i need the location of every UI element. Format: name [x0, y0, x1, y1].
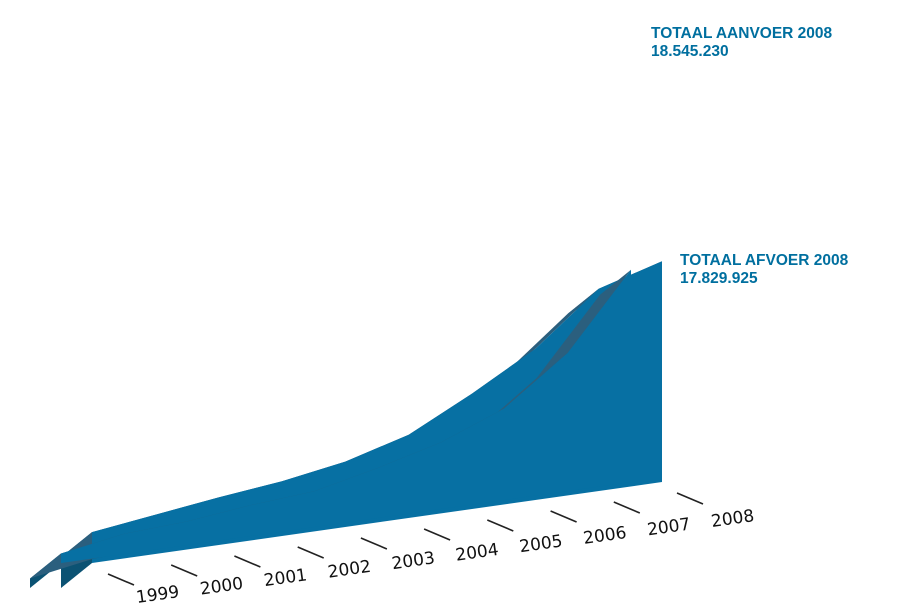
x-tick-mark-2007 [613, 501, 641, 514]
afvoer-annotation-label: TOTAAL AFVOER 2008 [680, 252, 849, 269]
x-tick-mark-1999 [107, 573, 135, 586]
aanvoer-annotation-label: TOTAAL AANVOER 2008 [651, 25, 833, 42]
x-tick-mark-2003 [360, 537, 388, 550]
x-tick-mark-2002 [297, 546, 325, 559]
series-afvoer [30, 269, 631, 588]
x-tick-label-2006: 2006 [582, 523, 628, 549]
front-face-afvoer [61, 269, 631, 563]
x-tick-mark-2001 [234, 555, 261, 568]
x-tick-label-2000: 2000 [199, 574, 245, 600]
afvoer-annotation: TOTAAL AFVOER 2008 17.829.925 [680, 252, 848, 288]
x-tick-label-2003: 2003 [391, 548, 437, 574]
x-tick-label-2005: 2005 [518, 531, 564, 557]
x-tick-label-2002: 2002 [327, 557, 373, 583]
x-tick-mark-2000 [170, 564, 198, 577]
x-tick-mark-2005 [486, 519, 514, 532]
x-tick-label-1999: 1999 [135, 582, 181, 607]
aanvoer-annotation-value: 18.545.230 [651, 43, 729, 60]
x-tick-label-2001: 2001 [263, 565, 309, 591]
top-face-afvoer-2007 [536, 269, 631, 378]
x-axis: 1999 2000 2001 2002 2003 2004 2005 2006 2007 2008 [107, 492, 756, 607]
aanvoer-annotation: TOTAAL AANVOER 2008 18.545.230 [651, 25, 832, 61]
x-tick-label-2008: 2008 [710, 506, 756, 532]
x-tick-mark-2004 [423, 528, 451, 541]
x-tick-mark-2006 [550, 510, 577, 523]
x-tick-label-2004: 2004 [454, 540, 500, 566]
afvoer-annotation-value: 17.829.925 [680, 270, 758, 287]
x-tick-mark-2008 [676, 492, 704, 505]
x-tick-label-2007: 2007 [646, 515, 692, 541]
